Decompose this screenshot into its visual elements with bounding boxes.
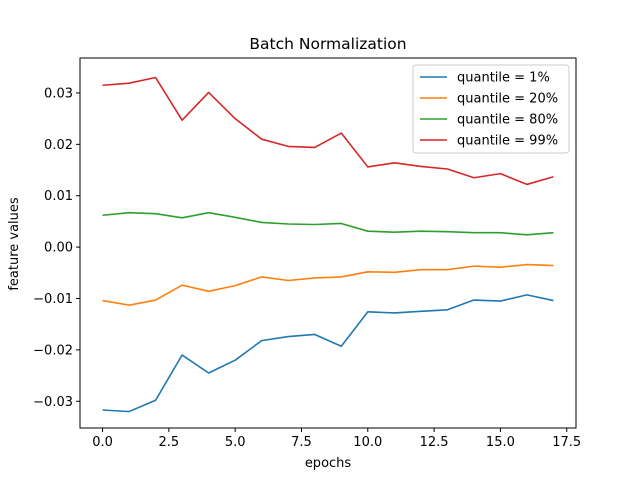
x-tick-label: 0.0	[92, 435, 113, 450]
legend: quantile = 1% quantile = 20% quantile = 80…	[412, 64, 570, 154]
series-line-4	[102, 76, 554, 186]
x-tick-label: 2.5	[159, 435, 180, 450]
x-axis-label: epochs	[305, 456, 352, 471]
legend-box	[412, 64, 570, 154]
plot-frame	[79, 57, 577, 429]
chart-title: Batch Normalization	[249, 35, 406, 53]
series-line-2	[102, 263, 554, 306]
y-tick-label: 0.03	[44, 86, 73, 101]
x-tick-label: 15.0	[486, 435, 515, 450]
series-line-3	[102, 211, 554, 236]
plot-area: 0.0 2.5 5.0 7.5 10.0 12.5 15.0 17.5 −0.03 −0.02 −0…	[33, 76, 581, 450]
legend-label-3: quantile = 80%	[457, 113, 558, 128]
x-tick-label: 17.5	[552, 435, 581, 450]
y-tick-label: 0.02	[44, 138, 73, 153]
x-tick-label: 10.0	[353, 435, 382, 450]
y-axis-label: feature values	[7, 197, 22, 291]
y-tick-label: −0.02	[33, 343, 73, 358]
y-tick-label: 0.01	[44, 189, 73, 204]
y-tick-label: −0.03	[33, 395, 73, 410]
series-line-1	[102, 294, 554, 413]
legend-label-4: quantile = 99%	[457, 134, 558, 149]
x-tick-label: 5.0	[225, 435, 246, 450]
x-tick-label: 7.5	[291, 435, 312, 450]
legend-label-1: quantile = 1%	[457, 71, 550, 86]
x-tick-label: 12.5	[420, 435, 449, 450]
legend-label-2: quantile = 20%	[457, 92, 558, 107]
y-tick-label: 0.00	[44, 241, 73, 256]
y-tick-label: −0.01	[33, 292, 73, 307]
